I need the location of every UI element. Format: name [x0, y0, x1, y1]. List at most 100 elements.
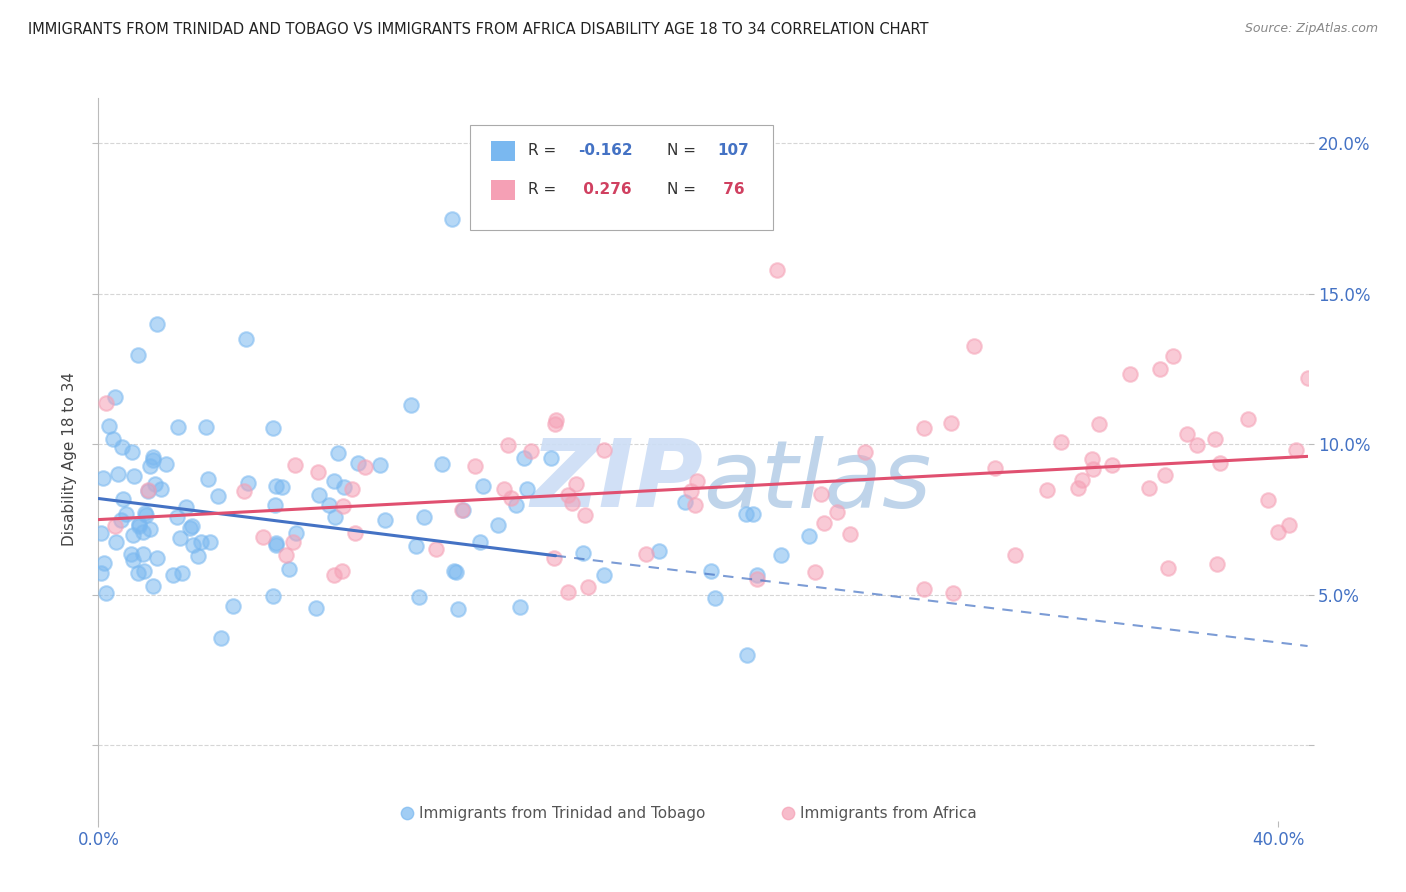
Point: [1081, 451, 1104, 466]
Point: [1070, 473, 1092, 487]
Point: [278, 562, 301, 576]
Point: [283, 458, 305, 473]
Point: [128, 519, 150, 533]
Point: [166, 510, 188, 524]
Point: [1257, 493, 1279, 508]
Point: [270, 480, 292, 494]
Point: [115, 507, 138, 521]
Point: [444, 565, 467, 579]
Point: [342, 483, 364, 497]
Point: [505, 498, 527, 512]
Point: [540, 450, 562, 465]
Point: [1185, 438, 1208, 452]
Point: [264, 479, 287, 493]
Point: [328, 446, 350, 460]
Point: [93, 556, 115, 570]
Point: [443, 564, 465, 578]
Point: [354, 460, 377, 475]
Point: [765, 262, 787, 277]
Point: [344, 526, 367, 541]
Text: Source: ZipAtlas.com: Source: ZipAtlas.com: [1244, 22, 1378, 36]
Point: [501, 491, 523, 506]
Point: [451, 503, 474, 517]
Text: ZIP: ZIP: [530, 435, 703, 527]
Point: [323, 475, 346, 489]
Point: [374, 514, 396, 528]
Point: [942, 586, 965, 600]
Point: [441, 211, 464, 226]
Point: [1036, 483, 1059, 498]
Point: [494, 483, 516, 497]
Point: [592, 568, 614, 582]
Point: [332, 565, 354, 579]
Point: [737, 648, 759, 662]
Point: [127, 348, 149, 362]
Point: [742, 507, 765, 521]
Point: [512, 451, 534, 466]
Text: Immigrants from Africa: Immigrants from Africa: [800, 805, 977, 821]
Point: [110, 513, 132, 527]
Point: [190, 535, 212, 549]
Point: [1209, 456, 1232, 470]
Point: [262, 421, 284, 435]
Point: [1004, 548, 1026, 562]
Point: [516, 483, 538, 497]
Point: [145, 476, 167, 491]
Point: [181, 518, 204, 533]
Point: [308, 488, 330, 502]
Point: [105, 535, 128, 549]
Point: [162, 567, 184, 582]
Point: [252, 530, 274, 544]
Point: [509, 599, 531, 614]
Point: [413, 510, 436, 524]
Point: [1157, 561, 1180, 575]
Point: [1081, 462, 1104, 476]
Point: [136, 483, 159, 498]
Point: [195, 419, 218, 434]
Point: [307, 465, 329, 479]
Point: [683, 498, 706, 512]
Point: [912, 421, 935, 435]
Point: [305, 600, 328, 615]
Point: [322, 567, 344, 582]
Point: [197, 472, 219, 486]
Point: [1161, 349, 1184, 363]
Point: [1101, 458, 1123, 472]
Text: Immigrants from Trinidad and Tobago: Immigrants from Trinidad and Tobago: [419, 805, 706, 821]
Point: [1087, 417, 1109, 432]
Point: [1205, 557, 1227, 571]
Point: [111, 440, 134, 454]
Point: [318, 498, 340, 512]
Point: [804, 566, 827, 580]
Point: [104, 390, 127, 404]
Point: [557, 488, 579, 502]
Point: [221, 599, 243, 613]
Point: [464, 459, 486, 474]
Point: [574, 508, 596, 522]
Point: [679, 484, 702, 499]
Point: [813, 516, 835, 531]
Point: [647, 544, 669, 558]
Point: [810, 487, 832, 501]
Point: [838, 527, 860, 541]
Point: [686, 474, 709, 488]
Point: [121, 528, 143, 542]
Point: [912, 582, 935, 596]
Point: [471, 479, 494, 493]
Text: R =: R =: [527, 182, 561, 197]
Point: [94, 586, 117, 600]
Point: [1137, 481, 1160, 495]
Point: [1285, 442, 1308, 457]
Point: [636, 547, 658, 561]
Point: [332, 499, 354, 513]
Text: -0.162: -0.162: [578, 144, 633, 159]
Point: [181, 537, 204, 551]
Point: [1067, 481, 1090, 495]
Point: [132, 524, 155, 539]
Point: [734, 508, 756, 522]
Point: [284, 526, 307, 541]
Point: [1237, 412, 1260, 426]
Point: [121, 444, 143, 458]
Point: [107, 467, 129, 481]
Point: [447, 602, 470, 616]
